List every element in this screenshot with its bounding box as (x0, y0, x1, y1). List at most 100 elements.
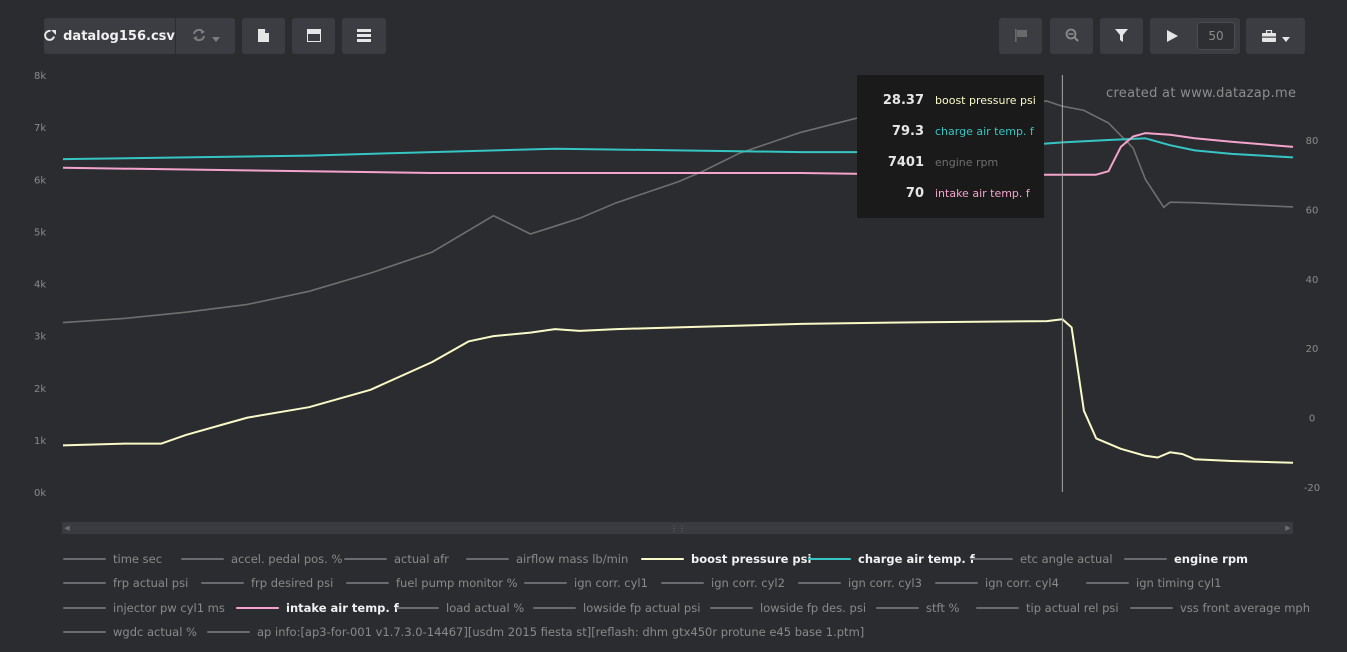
legend-label: fuel pump monitor % (396, 576, 518, 591)
single-panel-button[interactable] (292, 18, 335, 54)
legend-swatch (533, 606, 576, 609)
y-left-tick-label: 3k (34, 332, 46, 343)
y-right-tick-label: 40 (1306, 275, 1319, 286)
legend-swatch (396, 606, 439, 609)
legend-item[interactable]: actual afr (344, 549, 449, 569)
filter-button[interactable] (1100, 18, 1143, 54)
series-line-engine-rpm[interactable] (62, 100, 1294, 324)
legend-item[interactable]: wgdc actual % (63, 622, 197, 642)
legend-label: ign corr. cyl2 (711, 576, 785, 591)
legend-label: charge air temp. f (858, 552, 975, 566)
legend-swatch (63, 582, 106, 585)
chevron-down-icon (1281, 27, 1290, 46)
play-icon (1167, 27, 1178, 46)
y-left-tick-label: 7k (34, 123, 46, 134)
scroll-grip-icon[interactable]: ⋮⋮ (670, 523, 686, 533)
legend-item[interactable]: frp desired psi (201, 573, 333, 593)
legend-swatch (710, 606, 753, 609)
file-button[interactable]: datalog156.csv (44, 18, 175, 54)
legend-item[interactable]: ign timing cyl1 (1086, 573, 1221, 593)
tooltip-row: 28.37 boost pressure psi (857, 85, 1044, 116)
y-left-tick-label: 2k (34, 384, 46, 395)
tooltip-value: 70 (905, 186, 924, 201)
legend-label: wgdc actual % (113, 624, 197, 639)
y-left-tick-label: 0k (34, 488, 46, 499)
tooltip-value: 7401 (887, 155, 924, 170)
legend-item[interactable]: frp actual psi (63, 573, 188, 593)
legend-label: accel. pedal pos. % (231, 552, 343, 566)
legend-label: injector pw cyl1 ms (113, 600, 225, 615)
legend-item[interactable]: airflow mass lb/min (466, 549, 628, 569)
legend-item[interactable]: ign corr. cyl4 (935, 573, 1059, 593)
watermark: created at www.datazap.me (1106, 86, 1297, 101)
y-right-tick-label: 20 (1306, 344, 1319, 355)
legend-label: boost pressure psi (691, 552, 812, 566)
legend-item[interactable]: charge air temp. f (808, 549, 975, 569)
legend-label: engine rpm (1174, 552, 1249, 566)
legend-swatch (63, 606, 106, 609)
tools-dropdown-button[interactable] (1246, 18, 1305, 54)
stacked-panel-button[interactable] (342, 18, 386, 54)
legend-swatch (236, 606, 279, 609)
legend-item[interactable]: ign corr. cyl2 (661, 573, 785, 593)
legend-label: intake air temp. f (286, 600, 399, 615)
external-link-icon (44, 27, 57, 46)
legend-row: injector pw cyl1 ms intake air temp. f loa… (63, 598, 1310, 622)
y-left-tick-label: 4k (34, 280, 46, 291)
legend-swatch (1124, 558, 1167, 560)
legend-item[interactable]: lowside fp actual psi (533, 598, 700, 618)
legend-item[interactable]: injector pw cyl1 ms (63, 598, 225, 618)
legend-swatch (181, 558, 224, 560)
range-scrollbar[interactable]: ◀ ⋮⋮ ▶ (62, 522, 1293, 534)
legend-item[interactable]: time sec (63, 549, 162, 569)
scroll-left-icon[interactable]: ◀ (64, 524, 70, 532)
legend-swatch (1086, 582, 1129, 585)
series-line-charge-air-temp-f[interactable] (62, 137, 1294, 161)
legend-swatch (344, 558, 387, 560)
legend-label: etc angle actual (1020, 552, 1113, 566)
panel-stack-icon (357, 27, 371, 46)
briefcase-icon (1261, 27, 1276, 46)
legend-row: time sec accel. pedal pos. % actual afr air… (63, 549, 1303, 573)
series-line-boost-pressure-psi[interactable] (62, 318, 1294, 464)
y-right-tick-label: 0 (1309, 414, 1315, 425)
legend-item[interactable]: ign corr. cyl3 (798, 573, 922, 593)
legend-item[interactable]: engine rpm (1124, 549, 1248, 569)
legend-item[interactable]: boost pressure psi (641, 549, 811, 569)
legend-item[interactable]: vss front average mph (1130, 598, 1310, 618)
legend-item[interactable]: ap info:[ap3-for-001 v1.7.3.0-14467][usd… (207, 622, 864, 642)
line-chart[interactable]: 0k 1k 2k 3k 4k 5k 6k 7k 8k -20 0 20 40 60 80 (0, 0, 1347, 540)
legend-item[interactable]: lowside fp des. psi (710, 598, 866, 618)
legend-item[interactable]: accel. pedal pos. % (181, 549, 342, 569)
legend-label: vss front average mph (1180, 600, 1310, 615)
legend-item[interactable]: ign corr. cyl1 (524, 573, 648, 593)
legend-swatch (798, 582, 841, 585)
legend-swatch (63, 558, 106, 560)
legend-item[interactable]: etc angle actual (970, 549, 1113, 569)
value-tooltip: 28.37 boost pressure psi 79.3 charge air… (857, 75, 1044, 218)
legend-swatch (1130, 606, 1173, 609)
legend-swatch (207, 630, 250, 633)
flag-button[interactable] (999, 18, 1042, 54)
tooltip-series-name: engine rpm (935, 156, 999, 169)
playback-speed-input[interactable]: 50 (1197, 22, 1235, 50)
zoom-out-icon (1065, 27, 1079, 46)
legend-item[interactable]: fuel pump monitor % (346, 573, 518, 593)
legend-item[interactable]: tip actual rel psi (976, 598, 1119, 618)
y-left-tick-label: 8k (34, 71, 46, 82)
legend-swatch (641, 558, 684, 560)
zoom-out-button[interactable] (1050, 18, 1093, 54)
tooltip-value: 28.37 (882, 93, 924, 108)
legend-swatch (524, 582, 567, 585)
tooltip-row: 70 intake air temp. f (857, 178, 1044, 209)
legend-swatch (346, 582, 389, 585)
tooltip-series-name: charge air temp. f (935, 125, 1034, 138)
legend-item[interactable]: intake air temp. f (236, 598, 399, 618)
scroll-right-icon[interactable]: ▶ (1285, 524, 1291, 532)
refresh-dropdown-button[interactable] (176, 18, 235, 54)
flag-icon (1014, 27, 1027, 46)
legend-item[interactable]: stft % (876, 598, 959, 618)
legend-item[interactable]: load actual % (396, 598, 524, 618)
document-button[interactable] (242, 18, 285, 54)
file-name: datalog156.csv (63, 28, 175, 44)
